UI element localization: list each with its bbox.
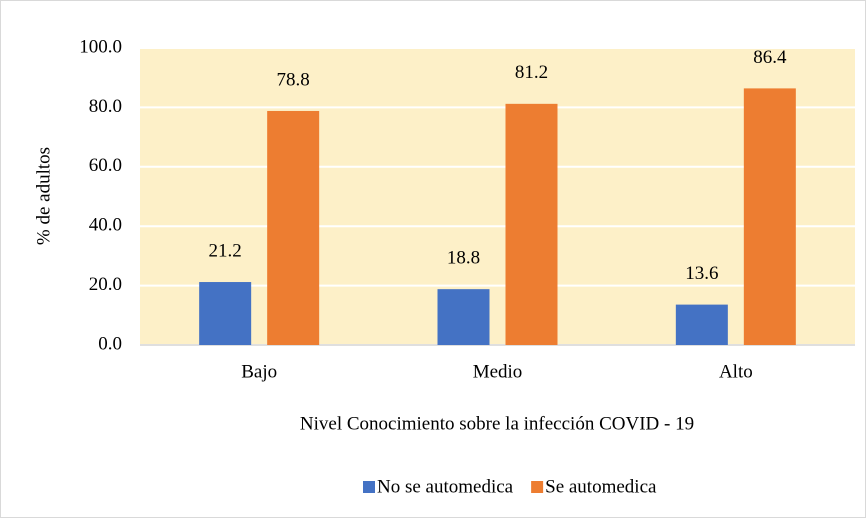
bar: [437, 289, 490, 345]
plot-area: [140, 48, 855, 345]
bar: [199, 282, 252, 345]
y-tick-label: 20.0: [89, 274, 122, 295]
y-tick-label: 0.0: [98, 333, 122, 354]
y-tick-label: 80.0: [89, 96, 122, 117]
legend-swatch: [363, 481, 375, 493]
data-label: 18.8: [447, 248, 480, 269]
bar: [267, 110, 320, 346]
data-label: 78.8: [277, 69, 310, 90]
y-axis-title: % de adultos: [33, 147, 54, 245]
y-tick-label: 100.0: [79, 36, 122, 57]
legend-label: Se automedica: [545, 476, 657, 497]
bar: [505, 103, 558, 345]
data-label: 86.4: [753, 47, 787, 68]
x-tick-label: Medio: [473, 361, 523, 382]
bar: [743, 88, 796, 345]
y-tick-label: 40.0: [89, 215, 122, 236]
legend-swatch: [531, 481, 544, 493]
x-tick-label: Bajo: [241, 361, 277, 382]
data-label: 13.6: [685, 263, 718, 284]
x-axis-title: Nivel Conocimiento sobre la infección CO…: [300, 413, 694, 434]
y-tick-label: 60.0: [89, 155, 122, 176]
data-label: 81.2: [515, 62, 548, 83]
legend-label: No se automedica: [377, 476, 514, 497]
bar: [675, 304, 728, 345]
data-label: 21.2: [209, 240, 242, 261]
x-tick-label: Alto: [719, 361, 753, 382]
